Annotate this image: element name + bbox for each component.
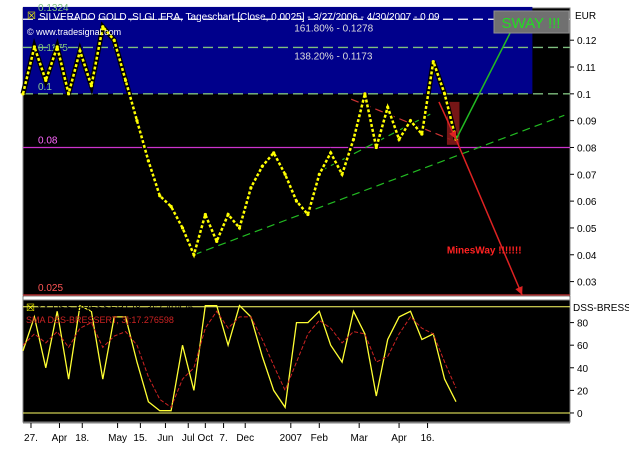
indicator-legend-main: XX DSS-BRESSERT [8, 3]:7.40426 bbox=[36, 303, 194, 314]
price-point bbox=[135, 119, 139, 123]
currency-label: EUR bbox=[575, 11, 596, 22]
indicator-panel: 0 20 40 60 80 bbox=[22, 299, 589, 423]
price-point bbox=[158, 194, 162, 198]
indicator-legend-marker: ☒ bbox=[26, 303, 35, 314]
arrow-line-0 bbox=[455, 15, 520, 140]
arrow-line-1 bbox=[455, 139, 523, 296]
price-point bbox=[420, 132, 424, 136]
price-point bbox=[237, 226, 242, 230]
indicator-ytick-label: 60 bbox=[577, 341, 589, 352]
x-tick-label: Apr bbox=[52, 433, 68, 444]
price-point bbox=[123, 78, 128, 83]
legend-instrument-marker: ☒ bbox=[27, 11, 36, 22]
level-label-2: 0.1 bbox=[38, 82, 52, 93]
level-label-4: 0.025 bbox=[38, 283, 63, 294]
price-ytick-label: 0.09 bbox=[577, 117, 597, 128]
price-point bbox=[203, 212, 207, 217]
price-ytick-label: 0.06 bbox=[577, 197, 597, 208]
price-point bbox=[215, 239, 219, 243]
price-point bbox=[386, 105, 390, 109]
fib-label-0: 161.80% - 0.1278 bbox=[294, 23, 373, 34]
x-tick-label: 7. bbox=[219, 433, 227, 444]
fib-label-1: 138.20% - 0.1173 bbox=[294, 51, 373, 62]
price-point bbox=[44, 78, 48, 83]
price-point bbox=[351, 137, 356, 142]
price-point bbox=[294, 199, 299, 203]
indicator-legend-sma: SMA DSS-BRESSERT, 3]:17.276598 bbox=[26, 315, 174, 325]
price-point bbox=[408, 119, 413, 123]
left-level-label-1: 0.1175 bbox=[38, 43, 68, 54]
x-tick-label: Oct bbox=[198, 433, 214, 444]
arrow-head-2 bbox=[449, 130, 457, 140]
price-point bbox=[397, 137, 401, 142]
x-axis: 27. Apr 18. May 15. Jun Jul Oct 7. Dec 2007 Feb Mar A… bbox=[23, 422, 570, 444]
price-point bbox=[443, 92, 447, 96]
x-tick-label: Dec bbox=[236, 433, 254, 444]
price-ytick-label: 0.05 bbox=[577, 224, 597, 235]
price-point bbox=[146, 159, 150, 163]
price-ytick-label: 0.12 bbox=[577, 36, 597, 47]
x-tick-label: 15. bbox=[133, 433, 147, 444]
indicator-ytick-label: 20 bbox=[577, 386, 589, 397]
price-point bbox=[283, 172, 287, 176]
price-point bbox=[306, 212, 310, 217]
level-label-3: 0.08 bbox=[38, 135, 58, 146]
price-panel: 161.80% - 0.1278 138.20% - 0.1173 0.1 0.08 0… bbox=[20, 3, 597, 296]
indicator-ytick-label: 80 bbox=[577, 319, 589, 330]
dss-sma-line bbox=[22, 310, 457, 409]
price-point bbox=[226, 212, 230, 217]
price-point bbox=[260, 164, 264, 168]
indicator-ytick-label: 0 bbox=[577, 409, 583, 420]
price-point bbox=[21, 92, 25, 96]
x-tick-label: Mar bbox=[351, 433, 369, 444]
sway-badge-bg bbox=[493, 10, 570, 34]
price-point bbox=[374, 145, 378, 150]
price-point bbox=[249, 186, 253, 190]
price-ytick-label: 0.08 bbox=[577, 143, 597, 154]
copyright-text: © www.tradesignal.com bbox=[27, 27, 121, 37]
x-tick-label: Feb bbox=[311, 433, 329, 444]
price-ytick-label: 0.03 bbox=[577, 278, 597, 289]
price-point bbox=[180, 226, 185, 230]
price-point bbox=[89, 84, 93, 88]
price-point bbox=[55, 45, 59, 49]
price-point bbox=[431, 60, 435, 64]
instrument-title: SILVERADO GOLD ,SLGL FRA, Tageschart [Cl… bbox=[39, 12, 440, 23]
annotation-minesway: MinesWay !!!!!!! bbox=[447, 245, 522, 256]
x-tick-label: 18. bbox=[75, 433, 89, 444]
price-ytick-label: 0.1 bbox=[577, 90, 591, 101]
price-point bbox=[329, 151, 333, 155]
indicator-ytick-label: 40 bbox=[577, 364, 589, 375]
price-point bbox=[317, 172, 321, 176]
price-point bbox=[272, 151, 276, 155]
price-ytick-label: 0.07 bbox=[577, 170, 597, 181]
left-level-label-0: 0.1324 bbox=[38, 3, 69, 14]
indicator-right-label: DSS-BRESSI bbox=[573, 303, 629, 314]
x-tick-label: Apr bbox=[391, 433, 407, 444]
price-point bbox=[169, 204, 173, 209]
price-point bbox=[101, 25, 105, 29]
price-point bbox=[78, 49, 82, 53]
arrow-head-1 bbox=[515, 286, 523, 295]
price-ytick-label: 0.11 bbox=[577, 63, 596, 74]
sway-badge: SWAY !!! bbox=[502, 15, 561, 32]
target-zone-band bbox=[23, 6, 533, 94]
price-point bbox=[32, 45, 36, 49]
x-tick-label: Jul bbox=[182, 433, 195, 444]
price-ytick-label: 0.04 bbox=[577, 251, 597, 262]
x-tick-label: May bbox=[108, 433, 127, 444]
x-tick-label: Jun bbox=[157, 433, 173, 444]
x-tick-label: 2007 bbox=[280, 433, 303, 444]
x-tick-label: 27. bbox=[24, 433, 38, 444]
price-point bbox=[363, 92, 367, 96]
price-point bbox=[66, 92, 71, 96]
panel-separator bbox=[22, 295, 571, 301]
price-point bbox=[340, 172, 344, 176]
x-tick-label: 16. bbox=[421, 433, 435, 444]
trendline-0 bbox=[193, 114, 565, 256]
price-point bbox=[112, 38, 116, 42]
price-point bbox=[192, 253, 196, 257]
